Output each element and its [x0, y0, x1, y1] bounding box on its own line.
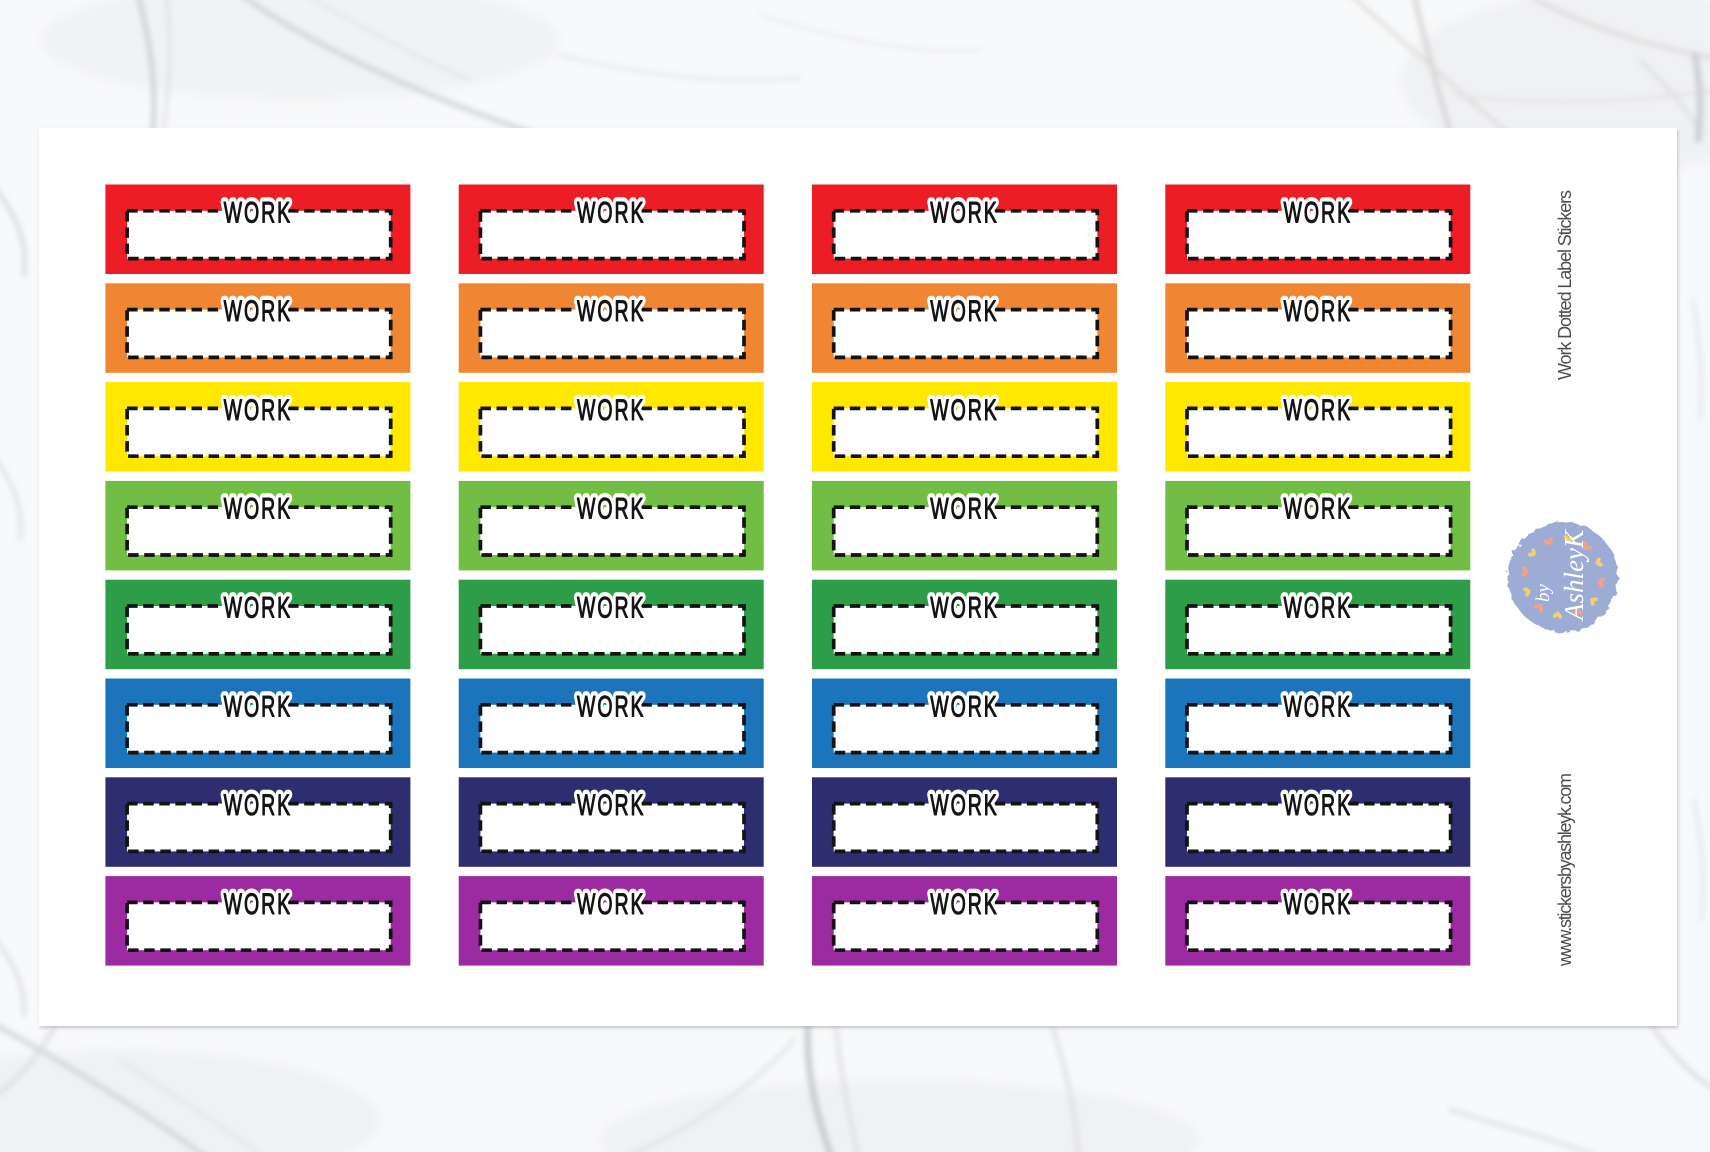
- svg-text:Work Dotted Label Stickers: Work Dotted Label Stickers: [1555, 190, 1575, 380]
- svg-text:AshleyK: AshleyK: [1559, 528, 1589, 622]
- svg-text:www.stickersbyashleyk.com: www.stickersbyashleyk.com: [1555, 773, 1575, 967]
- svg-text:by: by: [1533, 583, 1554, 602]
